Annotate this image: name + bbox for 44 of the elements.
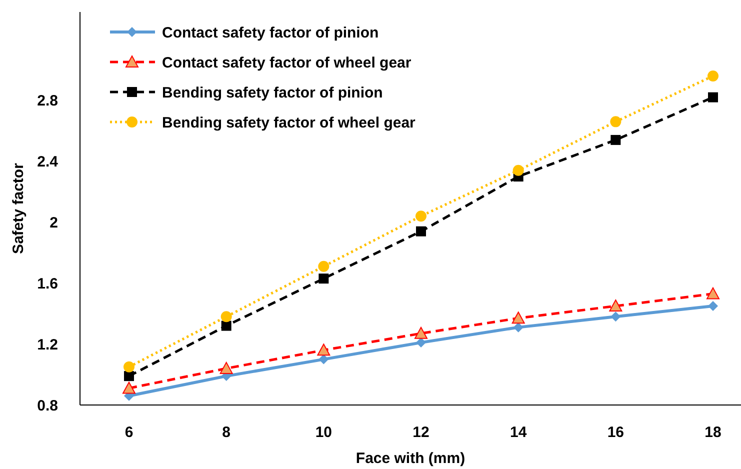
point	[609, 299, 622, 312]
y-tick-label: 2.8	[37, 92, 58, 110]
x-tick-label: 6	[124, 424, 134, 441]
y-tick-label: 1.2	[37, 336, 58, 354]
y-tick-label: 2.4	[37, 154, 59, 171]
point	[512, 164, 524, 176]
legend-label: Contact safety factor of wheel gear	[162, 54, 412, 72]
x-axis-title: Face with (mm)	[356, 450, 466, 467]
point	[318, 274, 329, 284]
point	[706, 287, 720, 300]
x-tick-label: 18	[704, 424, 722, 441]
point	[318, 260, 330, 272]
x-tick-label: 10	[315, 424, 332, 441]
y-tick-label: 2	[50, 214, 58, 232]
point	[610, 312, 621, 322]
x-tick-label: 16	[607, 424, 624, 441]
y-axis-title: Safety factor	[10, 162, 27, 254]
y-tick-label: 0.8	[37, 397, 58, 414]
point	[610, 116, 622, 128]
x-tick-label: 8	[222, 424, 231, 441]
point	[221, 320, 232, 331]
legend-label: Contact safety factor of pinion	[162, 24, 379, 42]
legend-label: Bending safety factor of wheel gear	[162, 114, 416, 132]
point	[416, 338, 426, 348]
x-tick-label: 12	[412, 424, 430, 441]
point	[318, 354, 329, 364]
point	[122, 382, 136, 394]
point	[124, 371, 134, 382]
point	[708, 300, 718, 311]
legend-label: Bending safety factor of pinion	[162, 84, 383, 102]
point	[414, 326, 428, 339]
point	[220, 362, 233, 374]
point	[708, 92, 718, 102]
point	[708, 70, 718, 82]
point	[416, 210, 426, 222]
point	[220, 311, 232, 322]
point	[124, 361, 134, 372]
point	[416, 226, 426, 236]
point	[317, 344, 330, 356]
y-tick-label: 1.6	[37, 275, 58, 292]
point	[512, 312, 525, 324]
point	[513, 322, 524, 332]
x-tick-label: 14	[510, 424, 528, 441]
point	[610, 134, 621, 145]
